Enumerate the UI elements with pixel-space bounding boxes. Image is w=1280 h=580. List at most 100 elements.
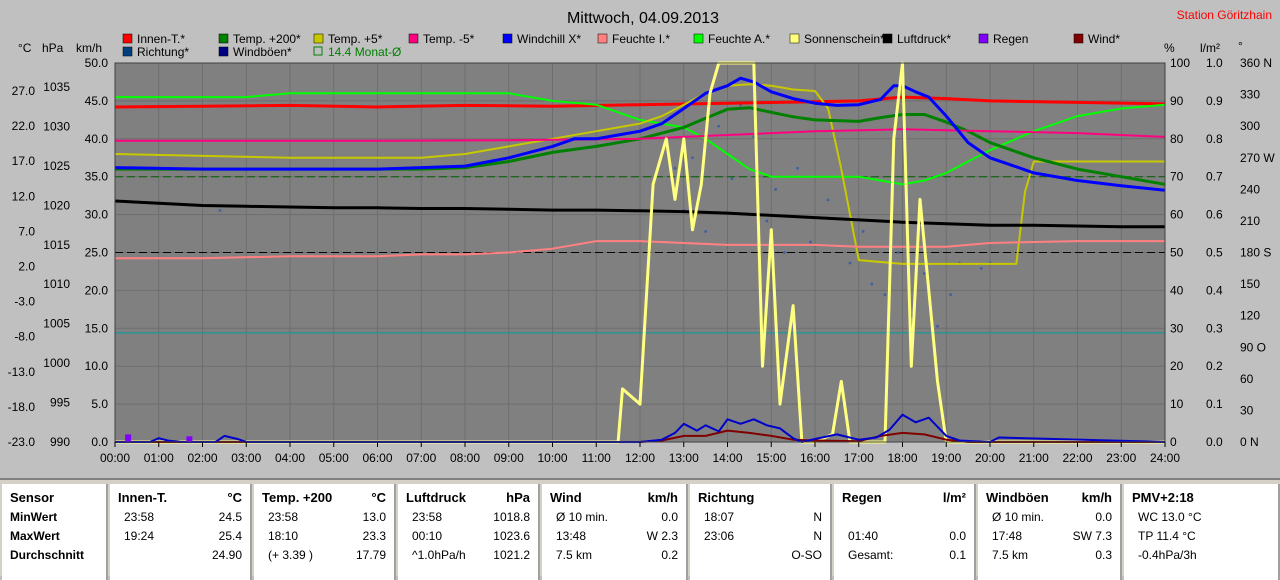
- legend-label: Feuchte A.*: [708, 32, 770, 46]
- direction-dot: [936, 324, 939, 328]
- legend-swatch: [218, 46, 229, 57]
- direction-dot: [782, 251, 786, 254]
- kmh-tick-label: 20.0: [85, 283, 109, 297]
- kmh-tick-label: 15.0: [85, 321, 109, 335]
- dir-tick-label: 150: [1240, 277, 1260, 291]
- series-druck: [114, 199, 1165, 229]
- boeen-row: Ø 10 min. 0.0: [986, 510, 1112, 529]
- avg-label: Durchschnitt: [10, 548, 85, 562]
- legend-swatch: [313, 33, 324, 44]
- rain-bars: [125, 434, 193, 442]
- x-tick-label: 02:00: [187, 451, 217, 465]
- rain-tick-label: 0.6: [1206, 208, 1223, 222]
- x-tick-label: 09:00: [494, 451, 524, 465]
- rain-tick-label: 0.4: [1206, 283, 1223, 297]
- pct-tick-label: 60: [1170, 208, 1184, 222]
- luftdruck-row-label: 00:10: [412, 529, 443, 543]
- kmh-tick-label: 45.0: [85, 94, 109, 108]
- temp200-row-value: 17.79: [355, 548, 386, 562]
- x-tick-label: 20:00: [975, 451, 1005, 465]
- richtung-row-label: 18:07: [704, 510, 735, 524]
- hpa-tick-label: 1005: [43, 317, 70, 331]
- legend-label: Windböen*: [233, 45, 292, 59]
- series-boen: [115, 413, 1166, 443]
- temp-tick-label: 7.0: [18, 224, 35, 238]
- direction-dot: [826, 198, 830, 202]
- boeen-row-label: 17:48: [992, 529, 1023, 543]
- legend-item: Regen: [978, 32, 1028, 46]
- luftdruck-header: Luftdruck hPa: [406, 490, 530, 510]
- x-tick-label: 17:00: [844, 451, 874, 465]
- rain-tick-label: 0.3: [1206, 321, 1223, 335]
- legend-swatch: [789, 33, 800, 44]
- legend-swatch: [313, 46, 323, 56]
- hpa-tick-label: 1020: [43, 198, 70, 212]
- legend-item: 14.4 Monat-Ø: [313, 45, 401, 59]
- direction-dot: [774, 187, 778, 191]
- boeen-row-label: 7.5 km: [992, 548, 1029, 562]
- direction-dot: [218, 208, 222, 212]
- legend-swatch: [882, 33, 893, 44]
- x-tick-label: 07:00: [406, 451, 436, 465]
- rain-bar: [125, 434, 132, 442]
- direction-dot: [848, 261, 852, 265]
- direction-dot: [896, 251, 900, 254]
- regen-row: Gesamt: 0.1: [842, 548, 966, 567]
- temp-tick-label: -8.0: [14, 330, 35, 344]
- legend-label: Luftdruck*: [897, 32, 951, 46]
- x-tick-label: 08:00: [450, 451, 480, 465]
- axes: 00:00 01:00 02:00 03:00 04:00 05:00 06:00 07:00…: [8, 56, 1276, 465]
- boeen-title: Windböen: [986, 490, 1049, 505]
- hpa-tick-label: 1015: [43, 238, 70, 252]
- direction-dot: [870, 282, 874, 286]
- luftdruck-row: 00:10 1023.6: [406, 529, 530, 548]
- pmv-title: PMV+2:18: [1132, 490, 1194, 505]
- luftdruck-row-value: 1021.2: [493, 548, 530, 562]
- direction-dot: [796, 166, 799, 170]
- x-tick-label: 14:00: [712, 451, 742, 465]
- temp-tick-label: 2.0: [18, 260, 35, 274]
- pct-tick-label: 70: [1170, 170, 1184, 184]
- reference-lines: [115, 176, 1165, 334]
- x-tick-label: 23:00: [1106, 451, 1136, 465]
- wind-unit: km/h: [647, 490, 678, 505]
- legend-item: Windchill X*: [502, 32, 581, 46]
- x-tick-label: 19:00: [931, 451, 961, 465]
- innen-row-value: 25.4: [218, 529, 242, 543]
- legend-label: Windchill X*: [517, 32, 581, 46]
- wind-title: Wind: [550, 490, 582, 505]
- wind-row-label: 7.5 km: [556, 548, 593, 562]
- richtung-row: 23:06 N: [698, 529, 822, 548]
- direction-dot: [730, 177, 734, 181]
- legend-swatch: [218, 33, 229, 44]
- dir-tick-label: 0 N: [1240, 435, 1259, 449]
- wind-row-label: Ø 10 min.: [556, 510, 609, 524]
- dir-tick-label: 270 W: [1240, 151, 1275, 165]
- x-tick-label: 12:00: [625, 451, 655, 465]
- wind-row-value: 0.0: [661, 510, 678, 524]
- dir-tick-label: 240: [1240, 182, 1260, 196]
- hpa-tick-label: 1025: [43, 159, 70, 173]
- dir-tick-label: 210: [1240, 214, 1260, 228]
- temp200-row-label: (+ 3.39 ): [268, 548, 314, 562]
- boeen-row: 7.5 km 0.3: [986, 548, 1112, 567]
- max-label: MaxWert: [10, 529, 60, 543]
- rain-bar: [186, 436, 193, 442]
- pct-tick-label: 80: [1170, 132, 1184, 146]
- richtung-row-label: 23:06: [704, 529, 735, 543]
- series-innen: [114, 95, 1166, 109]
- rain-tick-label: 0.9: [1206, 94, 1223, 108]
- x-tick-label: 21:00: [1019, 451, 1049, 465]
- x-tick-label: 15:00: [756, 451, 786, 465]
- pct-tick-label: 20: [1170, 359, 1184, 373]
- series-tempm5: [115, 128, 1166, 142]
- temp200-row-label: 18:10: [268, 529, 299, 543]
- temp-tick-label: -23.0: [8, 435, 36, 449]
- legend-swatch: [122, 33, 133, 44]
- legend-item: Innen-T.*: [122, 32, 185, 46]
- temp200-header: Temp. +200 °C: [262, 490, 386, 510]
- x-tick-label: 00:00: [100, 451, 130, 465]
- direction-dot: [673, 166, 677, 170]
- series-windchill: [114, 76, 1166, 192]
- x-tick-label: 04:00: [275, 451, 305, 465]
